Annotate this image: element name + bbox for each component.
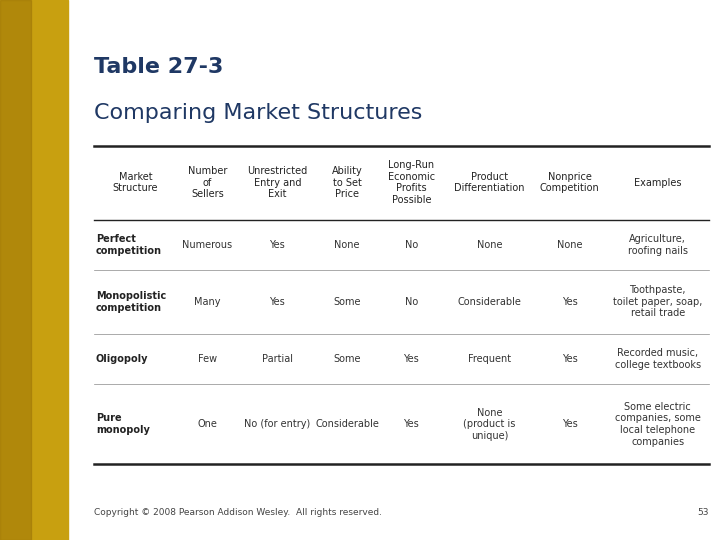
Text: Long-Run
Economic
Profits
Possible: Long-Run Economic Profits Possible [388, 160, 435, 205]
Text: Considerable: Considerable [315, 419, 379, 429]
Text: Yes: Yes [562, 297, 577, 307]
Bar [0, 0, 68, 540]
Text: Monopolistic
competition: Monopolistic competition [96, 291, 166, 313]
Text: Product
Differentiation: Product Differentiation [454, 172, 525, 193]
Text: Pure
monopoly: Pure monopoly [96, 413, 150, 435]
Text: Some: Some [333, 354, 361, 364]
Text: No (for entry): No (for entry) [244, 419, 310, 429]
Text: Copyright © 2008 Pearson Addison Wesley.  All rights reserved.: Copyright © 2008 Pearson Addison Wesley.… [94, 508, 382, 517]
Text: None: None [477, 240, 503, 249]
Text: Some electric
companies, some
local telephone
companies: Some electric companies, some local tele… [615, 402, 701, 447]
Text: No: No [405, 240, 418, 249]
Text: Considerable: Considerable [458, 297, 521, 307]
Text: Few: Few [198, 354, 217, 364]
Text: Ability
to Set
Price: Ability to Set Price [332, 166, 363, 199]
Text: Perfect
competition: Perfect competition [96, 234, 162, 255]
Text: No: No [405, 297, 418, 307]
Text: Table 27-3: Table 27-3 [94, 57, 223, 77]
Text: One: One [197, 419, 217, 429]
Text: Examples: Examples [634, 178, 681, 188]
Text: None: None [557, 240, 582, 249]
Text: Many: Many [194, 297, 220, 307]
Text: Comparing Market Structures: Comparing Market Structures [94, 103, 422, 123]
Text: Some: Some [333, 297, 361, 307]
Text: Recorded music,
college textbooks: Recorded music, college textbooks [615, 348, 701, 369]
Text: Numerous: Numerous [182, 240, 233, 249]
Text: None
(product is
unique): None (product is unique) [464, 408, 516, 441]
Text: Nonprice
Competition: Nonprice Competition [540, 172, 600, 193]
Text: Agriculture,
roofing nails: Agriculture, roofing nails [628, 234, 688, 255]
Text: Yes: Yes [269, 240, 285, 249]
Bar [0, 0, 31, 540]
Text: Partial: Partial [262, 354, 293, 364]
Text: Toothpaste,
toilet paper, soap,
retail trade: Toothpaste, toilet paper, soap, retail t… [613, 285, 702, 319]
Text: Yes: Yes [562, 419, 577, 429]
Text: Yes: Yes [269, 297, 285, 307]
Text: Yes: Yes [562, 354, 577, 364]
Text: Frequent: Frequent [468, 354, 511, 364]
Text: Unrestricted
Entry and
Exit: Unrestricted Entry and Exit [247, 166, 307, 199]
Text: 53: 53 [698, 508, 709, 517]
Text: Market
Structure: Market Structure [113, 172, 158, 193]
Text: Yes: Yes [403, 354, 419, 364]
Text: Oligopoly: Oligopoly [96, 354, 148, 364]
Text: Yes: Yes [403, 419, 419, 429]
Text: None: None [334, 240, 360, 249]
Text: Number
of
Sellers: Number of Sellers [188, 166, 227, 199]
